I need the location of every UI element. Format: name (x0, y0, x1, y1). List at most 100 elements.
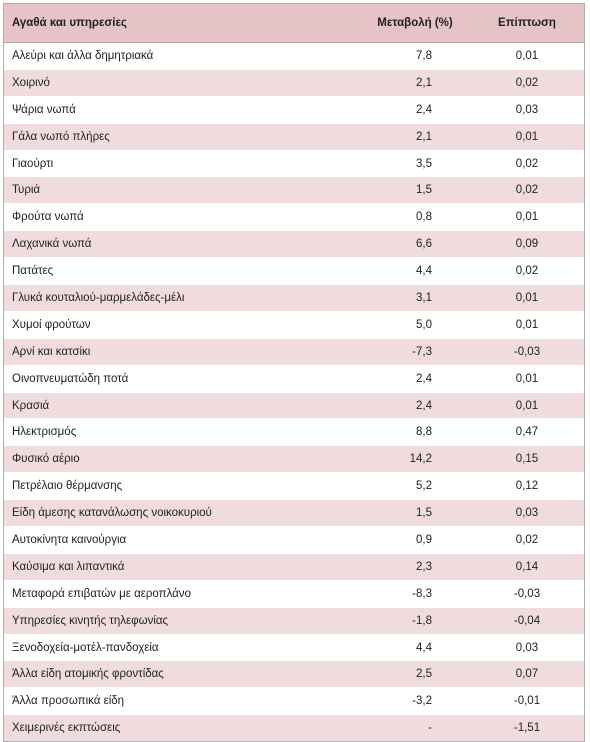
cell-change: 2,4 (360, 391, 470, 419)
cell-change: 5,0 (360, 310, 470, 339)
cell-change: -8,3 (360, 579, 470, 608)
cell-item: Λαχανικά νωπά (4, 230, 360, 258)
table-row: Άλλα είδη ατομικής φροντίδας 2,5 0,07 (4, 660, 584, 688)
cell-change: 1,5 (360, 176, 470, 204)
table-row: Οινοπνευματώδη ποτά 2,4 0,01 (4, 364, 584, 393)
table-row: Μεταφορά επιβατών με αεροπλάνο -8,3 -0,03 (4, 579, 584, 608)
cell-impact: 0,47 (470, 418, 584, 446)
cell-impact: 0,02 (470, 149, 584, 177)
table-header-row: Αγαθά και υπηρεσίες Μεταβολή (%) Επίπτωσ… (4, 4, 584, 43)
table-row: Ηλεκτρισμός 8,8 0,47 (4, 418, 584, 446)
cell-impact: 0,14 (470, 552, 584, 581)
cell-change: -7,3 (360, 337, 470, 366)
table-row: Αλεύρι και άλλα δημητριακά 7,8 0,01 (4, 42, 584, 70)
cell-impact: 0,01 (470, 122, 584, 151)
cell-item: Πετρέλαιο θέρμανσης (4, 472, 360, 500)
cell-item: Ηλεκτρισμός (4, 418, 360, 446)
cell-item: Φυσικό αέριο (4, 445, 360, 473)
table-row: Λαχανικά νωπά 6,6 0,09 (4, 230, 584, 258)
cell-change: 6,6 (360, 230, 470, 258)
table-body: Αλεύρι και άλλα δημητριακά 7,8 0,01 Χοιρινό… (4, 42, 584, 742)
table-row: Φυσικό αέριο 14,2 0,15 (4, 445, 584, 473)
cell-item: Αυτοκίνητα καινούργια (4, 526, 360, 554)
cell-item: Αρνί και κατσίκι (4, 337, 360, 366)
cell-item: Γιαούρτι (4, 149, 360, 177)
cell-impact: 0,01 (470, 42, 584, 70)
cell-item: Γάλα νωπό πλήρες (4, 122, 360, 151)
table-row: Γλυκά κουταλιού-μαρμελάδες-μέλι 3,1 0,01 (4, 284, 584, 312)
cell-change: 3,1 (360, 284, 470, 312)
cell-change: 0,8 (360, 203, 470, 231)
cell-impact: 0,15 (470, 445, 584, 473)
table-row: Πατάτες 4,4 0,02 (4, 257, 584, 285)
cell-impact: -0,01 (470, 687, 584, 715)
cell-impact: 0,03 (470, 499, 584, 527)
cell-impact: 0,01 (470, 364, 584, 393)
cell-item: Πατάτες (4, 257, 360, 285)
cell-impact: 0,12 (470, 472, 584, 500)
cell-impact: -0,04 (470, 606, 584, 635)
cell-change: 2,5 (360, 660, 470, 688)
table-row: Χειμερινές εκπτώσεις - -1,51 (4, 714, 584, 742)
cell-item: Αλεύρι και άλλα δημητριακά (4, 42, 360, 70)
table-row: Πετρέλαιο θέρμανσης 5,2 0,12 (4, 472, 584, 500)
cell-item: Μεταφορά επιβατών με αεροπλάνο (4, 579, 360, 608)
cell-item: Άλλα είδη ατομικής φροντίδας (4, 660, 360, 688)
cell-item: Ψάρια νωπά (4, 95, 360, 124)
price-change-table-container: Αγαθά και υπηρεσίες Μεταβολή (%) Επίπτωσ… (3, 3, 585, 742)
cell-impact: 0,07 (470, 660, 584, 688)
cell-impact: 0,02 (470, 257, 584, 285)
table-row: Γιαούρτι 3,5 0,02 (4, 149, 584, 177)
cell-item: Τυριά (4, 176, 360, 204)
cell-item: Καύσιμα και λιπαντικά (4, 552, 360, 581)
cell-item: Οινοπνευματώδη ποτά (4, 364, 360, 393)
cell-item: Χοιρινό (4, 68, 360, 97)
cell-change: 2,1 (360, 68, 470, 97)
cell-impact: -0,03 (470, 579, 584, 608)
cell-change: 14,2 (360, 445, 470, 473)
cell-impact: 0,02 (470, 68, 584, 97)
table-row: Χυμοί φρούτων 5,0 0,01 (4, 310, 584, 339)
table-row: Ψάρια νωπά 2,4 0,03 (4, 95, 584, 124)
cell-item: Είδη άμεσης κατανάλωσης νοικοκυριού (4, 499, 360, 527)
cell-change: 3,5 (360, 149, 470, 177)
cell-impact: -0,03 (470, 337, 584, 366)
cell-impact: 0,01 (470, 284, 584, 312)
cell-change: -1,8 (360, 606, 470, 635)
table-row: Ξενοδοχεία-μοτέλ-πανδοχεία 4,4 0,03 (4, 633, 584, 661)
cell-change: 2,3 (360, 552, 470, 581)
table-row: Τυριά 1,5 0,02 (4, 176, 584, 204)
header-item: Αγαθά και υπηρεσίες (4, 4, 360, 43)
price-change-table: Αγαθά και υπηρεσίες Μεταβολή (%) Επίπτωσ… (4, 4, 584, 742)
table-row: Υπηρεσίες κινητής τηλεφωνίας -1,8 -0,04 (4, 606, 584, 635)
cell-change: 0,9 (360, 526, 470, 554)
cell-item: Φρούτα νωπά (4, 203, 360, 231)
cell-item: Χειμερινές εκπτώσεις (4, 714, 360, 742)
cell-impact: 0,09 (470, 230, 584, 258)
cell-change: 8,8 (360, 418, 470, 446)
header-change: Μεταβολή (%) (360, 4, 470, 43)
cell-change: 2,4 (360, 95, 470, 124)
cell-item: Γλυκά κουταλιού-μαρμελάδες-μέλι (4, 284, 360, 312)
cell-impact: 0,01 (470, 203, 584, 231)
table-row: Είδη άμεσης κατανάλωσης νοικοκυριού 1,5 0,… (4, 499, 584, 527)
table-row: Καύσιμα και λιπαντικά 2,3 0,14 (4, 552, 584, 581)
header-impact: Επίπτωση (470, 4, 584, 43)
cell-item: Ξενοδοχεία-μοτέλ-πανδοχεία (4, 633, 360, 661)
cell-impact: -1,51 (470, 714, 584, 742)
table-row: Άλλα προσωπικά είδη -3,2 -0,01 (4, 687, 584, 715)
cell-change: 4,4 (360, 257, 470, 285)
cell-impact: 0,03 (470, 95, 584, 124)
table-row: Γάλα νωπό πλήρες 2,1 0,01 (4, 122, 584, 151)
table-row: Κρασιά 2,4 0,01 (4, 391, 584, 419)
cell-impact: 0,02 (470, 176, 584, 204)
cell-change: 2,1 (360, 122, 470, 151)
cell-change: 2,4 (360, 364, 470, 393)
cell-item: Χυμοί φρούτων (4, 310, 360, 339)
cell-change: 5,2 (360, 472, 470, 500)
cell-item: Κρασιά (4, 391, 360, 419)
cell-item: Άλλα προσωπικά είδη (4, 687, 360, 715)
table-row: Αρνί και κατσίκι -7,3 -0,03 (4, 337, 584, 366)
cell-item: Υπηρεσίες κινητής τηλεφωνίας (4, 606, 360, 635)
cell-impact: 0,03 (470, 633, 584, 661)
